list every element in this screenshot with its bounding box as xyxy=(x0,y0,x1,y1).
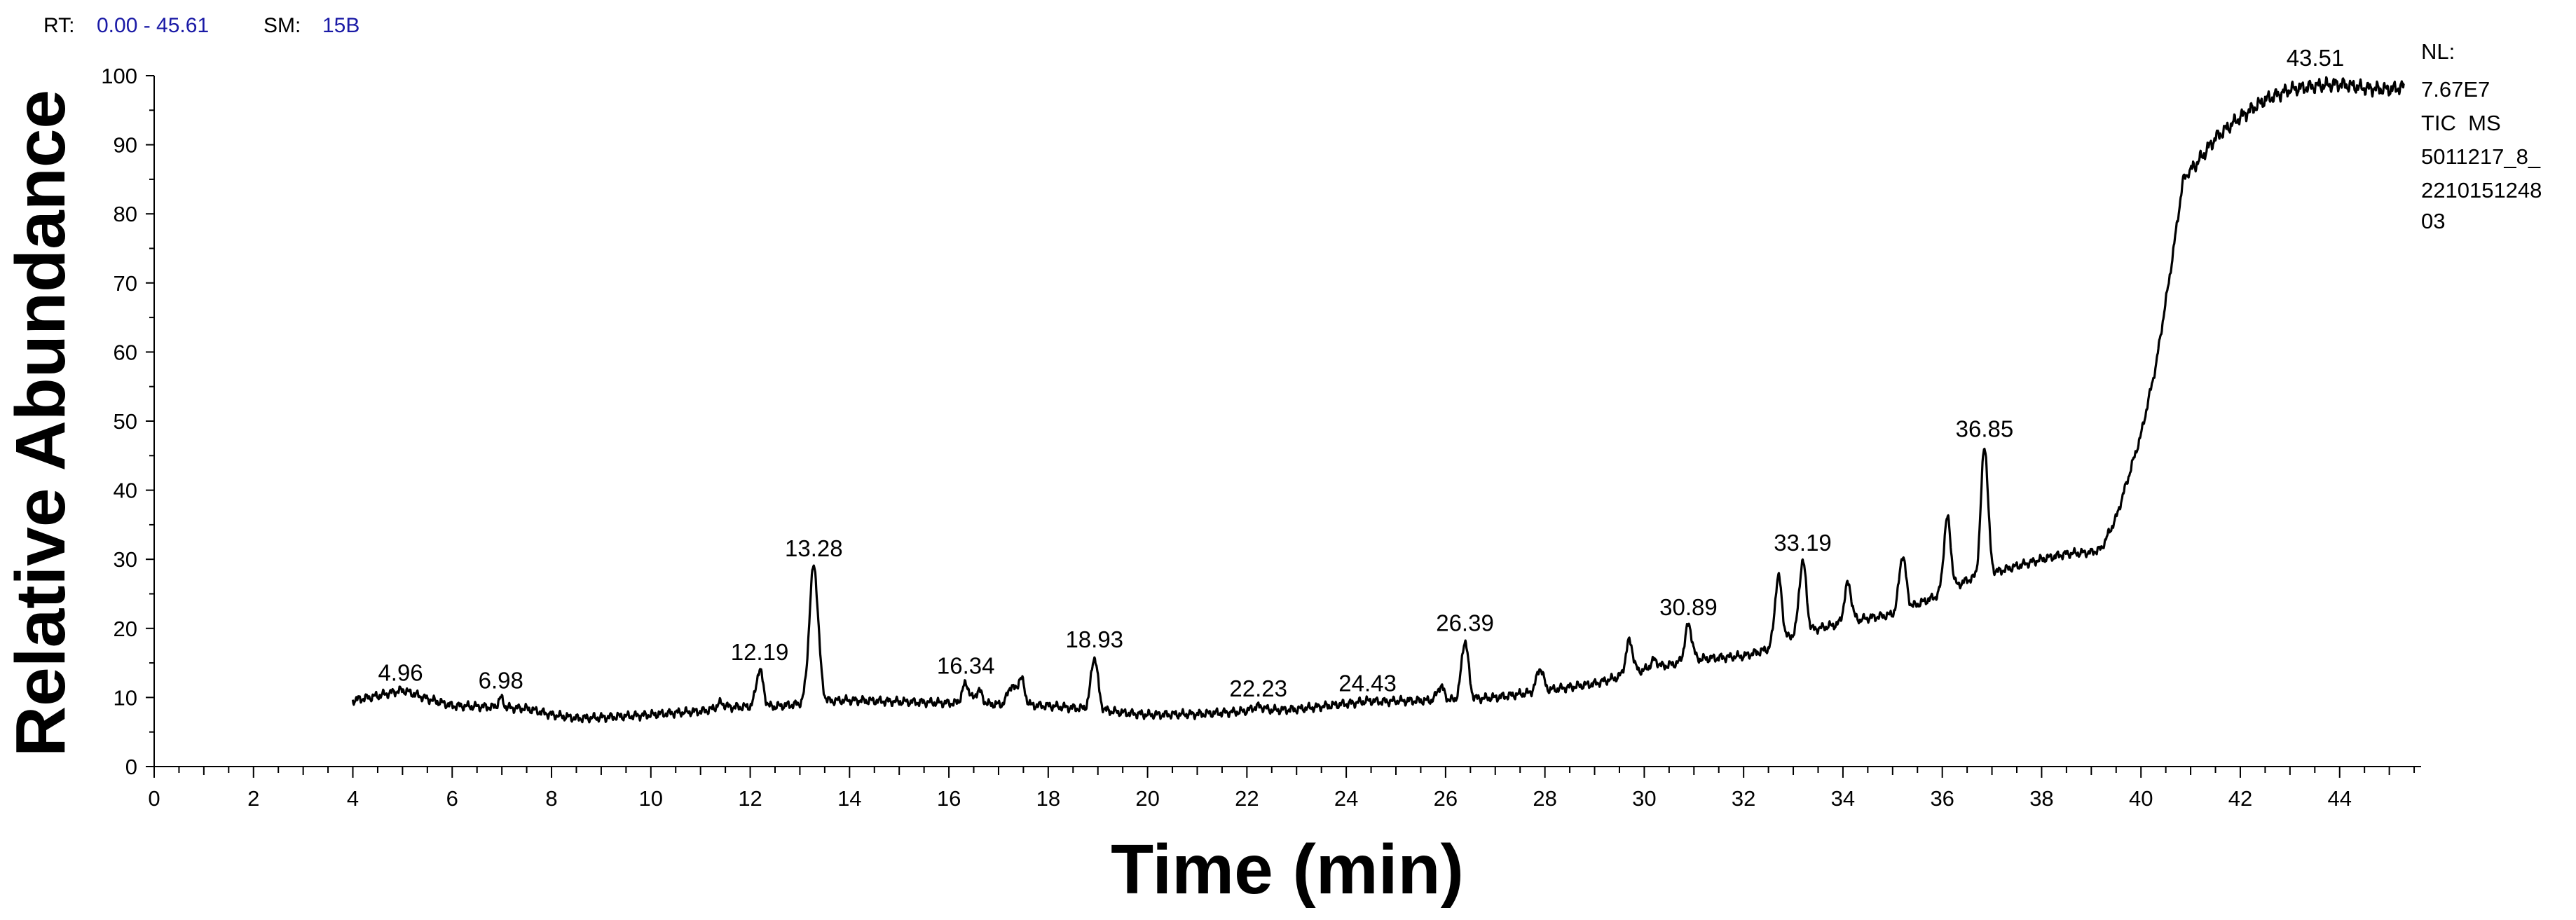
peak-label: 30.89 xyxy=(1659,594,1718,620)
peak-label: 36.85 xyxy=(1956,416,2014,441)
side-note: NL: xyxy=(2421,39,2455,64)
x-tick-label: 34 xyxy=(1831,786,1855,811)
x-tick-label: 40 xyxy=(2129,786,2153,811)
peak-label: 13.28 xyxy=(785,535,843,561)
y-tick-label: 70 xyxy=(114,271,137,296)
peak-label: 33.19 xyxy=(1774,530,1832,556)
y-tick-label: 0 xyxy=(125,755,137,779)
x-tick-label: 16 xyxy=(937,786,961,811)
x-tick-label: 32 xyxy=(1732,786,1755,811)
y-tick-label: 100 xyxy=(101,64,137,88)
x-tick-label: 0 xyxy=(148,786,160,811)
side-notes: NL: 7.67E7 TIC MS 5011217_8_ 2210151248 … xyxy=(2421,39,2542,233)
x-tick-label: 10 xyxy=(639,786,663,811)
x-tick-label: 12 xyxy=(738,786,762,811)
peak-labels: 4.96 6.98 12.19 13.28 16.34 18.93 22.23 24.43 26… xyxy=(378,45,2344,701)
y-tick-label: 50 xyxy=(114,409,137,434)
sm-value: 15B xyxy=(322,14,359,37)
peak-label: 24.43 xyxy=(1338,670,1397,696)
x-axis-ticks: 0 2 4 6 8 10 12 14 16 18 20 22 24 26 28 30 32 34 36 38 40 42 4… xyxy=(148,767,2416,811)
peak-label: 26.39 xyxy=(1436,610,1494,636)
side-note: TIC MS xyxy=(2421,111,2501,135)
y-tick-label: 60 xyxy=(114,340,137,364)
y-tick-label: 80 xyxy=(114,202,137,226)
x-tick-label: 8 xyxy=(545,786,557,811)
x-tick-label: 36 xyxy=(1930,786,1954,811)
peak-label: 4.96 xyxy=(378,660,423,686)
peak-label: 12.19 xyxy=(731,639,789,665)
side-note: 7.67E7 xyxy=(2421,77,2490,102)
x-tick-label: 26 xyxy=(1434,786,1458,811)
x-tick-label: 22 xyxy=(1235,786,1259,811)
peak-label: 43.51 xyxy=(2287,45,2345,71)
x-tick-label: 4 xyxy=(347,786,359,811)
peak-label: 22.23 xyxy=(1229,675,1287,701)
side-note: 2210151248 xyxy=(2421,178,2542,202)
side-note: 5011217_8_ xyxy=(2421,144,2541,169)
x-tick-label: 14 xyxy=(837,786,861,811)
x-tick-label: 38 xyxy=(2029,786,2053,811)
rt-key: RT: xyxy=(43,14,74,37)
y-tick-label: 20 xyxy=(114,617,137,641)
y-tick-label: 10 xyxy=(114,685,137,710)
y-tick-label: 40 xyxy=(114,479,137,503)
y-axis-ticks: 0 10 20 30 40 50 60 70 80 90 100 xyxy=(101,64,154,779)
x-tick-label: 24 xyxy=(1334,786,1358,811)
y-tick-label: 30 xyxy=(114,547,137,572)
x-tick-label: 30 xyxy=(1632,786,1656,811)
x-tick-label: 18 xyxy=(1036,786,1060,811)
rt-value: 0.00 - 45.61 xyxy=(97,14,209,37)
x-tick-label: 2 xyxy=(247,786,259,811)
y-axis-title: Relative Abundance xyxy=(1,90,80,757)
peak-label: 16.34 xyxy=(937,653,995,679)
sm-key: SM: xyxy=(263,14,301,37)
y-tick-label: 90 xyxy=(114,133,137,158)
peak-label: 18.93 xyxy=(1065,626,1123,652)
x-tick-label: 28 xyxy=(1533,786,1556,811)
x-tick-label: 42 xyxy=(2228,786,2252,811)
x-tick-label: 44 xyxy=(2327,786,2351,811)
x-tick-label: 6 xyxy=(446,786,458,811)
tic-trace xyxy=(351,76,2405,724)
x-tick-label: 20 xyxy=(1135,786,1159,811)
x-axis-title: Time (min) xyxy=(1111,830,1464,909)
side-note: 03 xyxy=(2421,209,2445,233)
peak-label: 6.98 xyxy=(479,667,523,693)
